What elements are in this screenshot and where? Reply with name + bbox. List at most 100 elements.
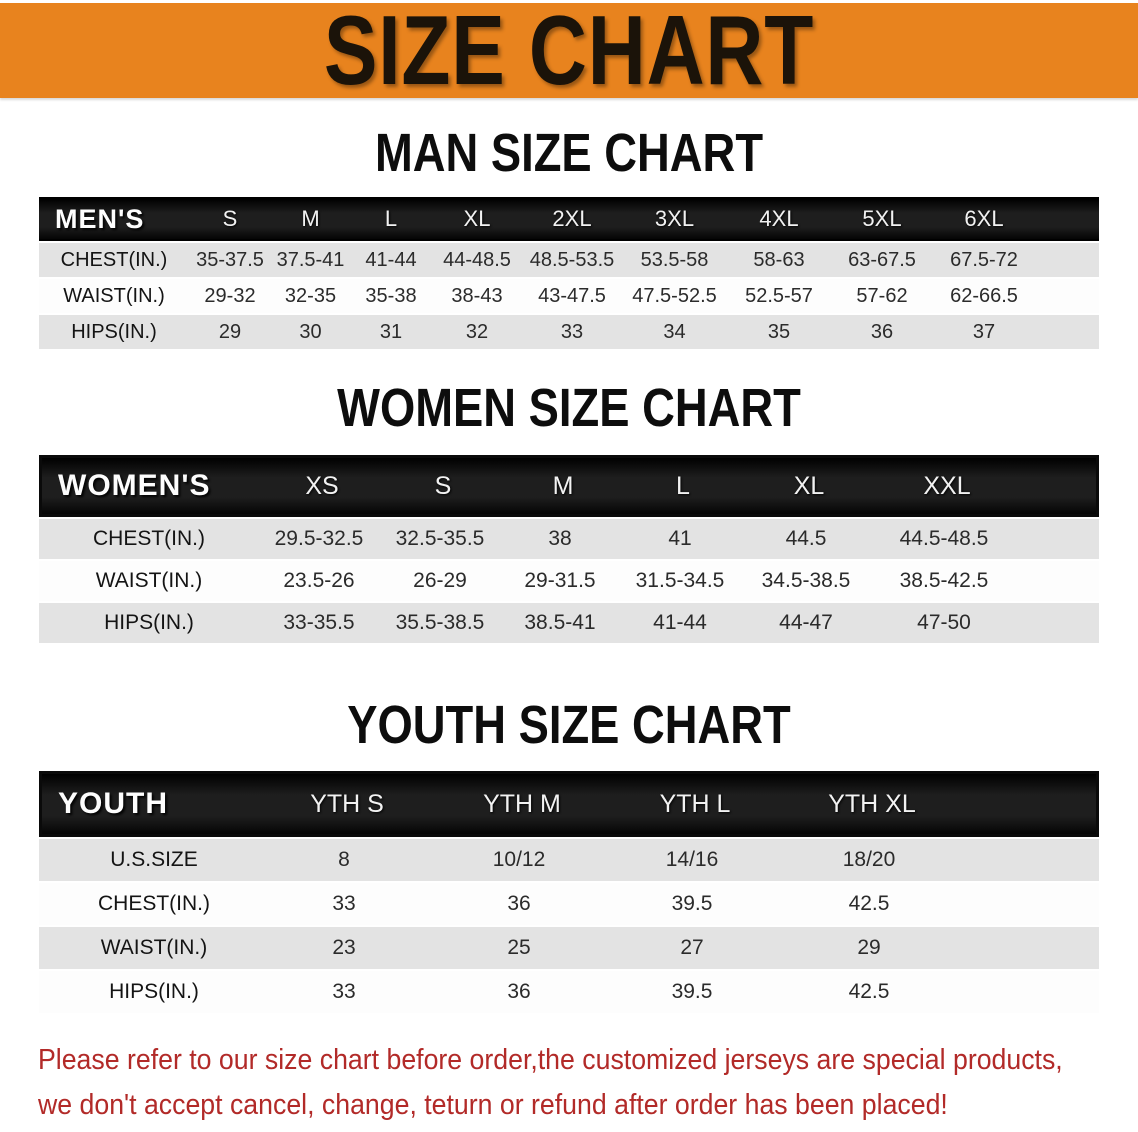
size-cell: 33 [332, 980, 356, 1003]
table-row: WAIST(IN.) 23.5-26 26-29 29-31.5 31.5-34… [39, 561, 1099, 601]
size-cell: 41 [668, 527, 692, 550]
row-label: HIPS(IN.) [109, 980, 199, 1003]
mens-size-table: MEN'S S M L XL 2XL 3XL 4XL 5XL 6XL CHEST… [39, 197, 1099, 349]
size-cell: 29.5-32.5 [274, 527, 364, 550]
size-cell: 35-37.5 [196, 248, 264, 271]
section-title-women-text: WOMEN SIZE CHART [337, 378, 801, 438]
size-cell: 35.5-38.5 [395, 611, 485, 634]
size-cell: 38-43 [451, 284, 503, 307]
column-header: 3XL [654, 206, 695, 231]
size-cell: 33 [560, 320, 584, 343]
column-header: 2XL [552, 206, 592, 231]
size-cell: 31.5-34.5 [635, 569, 725, 592]
table-row: CHEST(IN.) 35-37.5 37.5-41 41-44 44-48.5… [39, 243, 1099, 277]
womens-table-group-label: WOMEN'S [58, 469, 211, 502]
size-cell: 29-31.5 [524, 569, 596, 592]
section-title-youth-text: YOUTH SIZE CHART [347, 695, 791, 755]
column-header: 4XL [759, 206, 799, 231]
size-cell: 53.5-58 [640, 248, 709, 271]
size-cell: 58-63 [753, 248, 805, 271]
column-header: YTH M [483, 789, 561, 818]
size-cell: 52.5-57 [745, 284, 813, 307]
column-header: 5XL [862, 206, 902, 231]
row-label: WAIST(IN.) [100, 936, 208, 959]
page-title: SIZE CHART [323, 0, 815, 105]
column-header: M [552, 471, 574, 500]
size-cell: 44.5 [785, 527, 827, 550]
order-policy-note: Please refer to our size chart before or… [38, 1044, 1063, 1121]
section-title-youth: YOUTH SIZE CHART [0, 694, 1138, 756]
table-row: U.S.SIZE 8 10/12 14/16 18/20 [39, 839, 1099, 881]
row-label: CHEST(IN.) [98, 892, 210, 915]
row-label: HIPS(IN.) [71, 320, 157, 343]
section-title-women: WOMEN SIZE CHART [0, 377, 1138, 439]
size-cell: 41-44 [365, 248, 417, 271]
size-cell: 44-48.5 [443, 248, 511, 271]
youth-table-header-row: YOUTH YTH S YTH M YTH L YTH XL [39, 771, 1099, 837]
table-row: CHEST(IN.) 29.5-32.5 32.5-35.5 38 41 44.… [39, 519, 1099, 559]
size-cell: 38.5-42.5 [899, 569, 989, 592]
table-row: HIPS(IN.) 33 36 39.5 42.5 [39, 971, 1099, 1013]
size-cell: 34 [663, 320, 686, 343]
size-cell: 33-35.5 [283, 611, 355, 634]
row-label: WAIST(IN.) [95, 569, 203, 592]
size-cell: 34.5-38.5 [761, 569, 851, 592]
size-cell: 33 [332, 892, 356, 915]
column-header: YTH XL [828, 789, 916, 818]
column-header: 6XL [964, 206, 1004, 231]
size-cell: 14/16 [665, 848, 719, 871]
column-header: S [222, 206, 238, 231]
womens-size-table: WOMEN'S XS S M L XL XXL CHEST(IN.) 29.5-… [39, 455, 1099, 643]
column-header: XL [793, 471, 825, 500]
size-cell: 23.5-26 [283, 569, 355, 592]
womens-table-header-row: WOMEN'S XS S M L XL XXL [39, 455, 1099, 517]
size-cell: 36 [507, 980, 531, 1003]
size-cell: 10/12 [492, 848, 546, 871]
size-cell: 47.5-52.5 [632, 284, 717, 307]
size-cell: 31 [379, 320, 403, 343]
column-header: XS [305, 471, 339, 500]
section-title-man: MAN SIZE CHART [0, 122, 1138, 184]
column-header: S [434, 471, 452, 500]
size-cell: 29 [857, 936, 881, 959]
youth-table-group-label: YOUTH [58, 787, 168, 820]
row-label: U.S.SIZE [110, 848, 198, 871]
size-cell: 41-44 [653, 611, 707, 634]
size-cell: 42.5 [848, 980, 890, 1003]
size-cell: 36 [507, 892, 531, 915]
table-row: HIPS(IN.) 29 30 31 32 33 34 35 36 37 [39, 315, 1099, 349]
size-cell: 23 [332, 936, 356, 959]
size-cell: 39.5 [671, 892, 713, 915]
size-cell: 30 [299, 320, 322, 343]
size-cell: 44-47 [779, 611, 833, 634]
column-header: YTH L [659, 789, 731, 818]
size-cell: 27 [680, 936, 704, 959]
size-cell: 29 [218, 320, 242, 343]
table-row: WAIST(IN.) 29-32 32-35 35-38 38-43 43-47… [39, 279, 1099, 313]
size-cell: 29-32 [204, 284, 256, 307]
size-cell: 18/20 [842, 848, 896, 871]
youth-size-table: YOUTH YTH S YTH M YTH L YTH XL U.S.SIZE … [39, 771, 1099, 1013]
banner: SIZE CHART [0, 0, 1138, 105]
size-cell: 37 [972, 320, 996, 343]
size-cell: 26-29 [413, 569, 467, 592]
size-cell: 32 [465, 320, 489, 343]
column-header: YTH S [310, 789, 384, 818]
size-cell: 42.5 [848, 892, 890, 915]
table-row: WAIST(IN.) 23 25 27 29 [39, 927, 1099, 969]
size-cell: 32-35 [284, 284, 337, 307]
row-label: CHEST(IN.) [60, 248, 168, 271]
size-cell: 37.5-41 [276, 248, 345, 271]
size-cell: 32.5-35.5 [395, 527, 485, 550]
size-cell: 44.5-48.5 [899, 527, 989, 550]
size-cell: 63-67.5 [848, 248, 916, 271]
size-cell: 57-62 [856, 284, 908, 307]
row-label: HIPS(IN.) [104, 611, 194, 634]
size-cell: 39.5 [671, 980, 713, 1003]
row-label: CHEST(IN.) [93, 527, 205, 550]
table-row: CHEST(IN.) 33 36 39.5 42.5 [39, 883, 1099, 925]
size-cell: 48.5-53.5 [529, 248, 615, 271]
size-cell: 36 [870, 320, 894, 343]
size-cell: 35-38 [365, 284, 417, 307]
